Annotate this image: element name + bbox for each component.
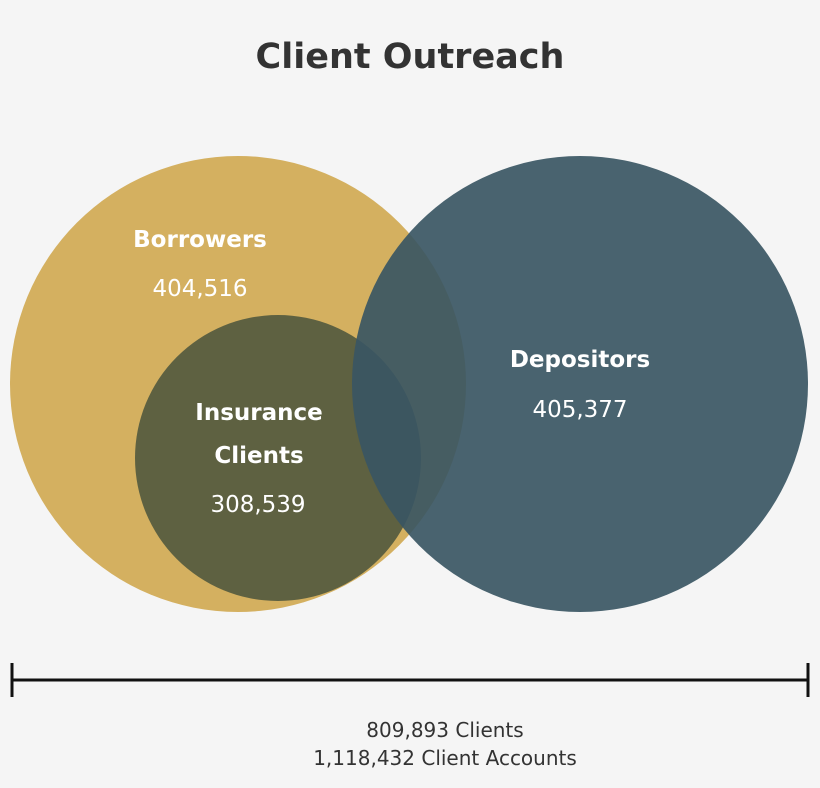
- insurance-circle: [135, 315, 421, 601]
- title: Client Outreach: [255, 37, 565, 77]
- set-label: Depositors: [509, 347, 651, 373]
- set-count: 308,539: [210, 492, 306, 518]
- footer-line: 1,118,432 Client Accounts: [313, 746, 577, 770]
- set-label: Insurance Clients: [195, 400, 323, 469]
- set-count: 405,377: [532, 397, 628, 423]
- set-count: 404,516: [152, 276, 248, 302]
- depositors-circle: [352, 156, 808, 612]
- footer-line: 809,893 Clients: [366, 718, 524, 742]
- set-label: Borrowers: [133, 227, 267, 253]
